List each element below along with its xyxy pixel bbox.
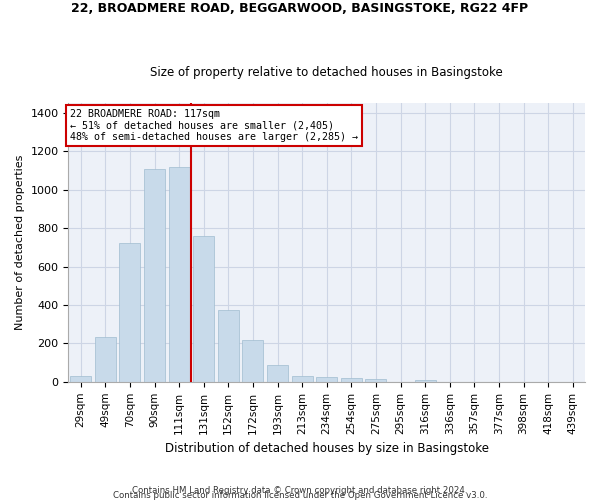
Y-axis label: Number of detached properties: Number of detached properties	[15, 155, 25, 330]
Bar	[242, 340, 263, 382]
Bar	[341, 378, 362, 382]
Bar	[415, 380, 436, 382]
Bar	[267, 364, 288, 382]
Bar	[365, 379, 386, 382]
Bar	[95, 336, 116, 382]
Bar	[193, 236, 214, 382]
Bar	[316, 377, 337, 382]
Bar	[119, 242, 140, 382]
Title: Size of property relative to detached houses in Basingstoke: Size of property relative to detached ho…	[151, 66, 503, 78]
Text: 22, BROADMERE ROAD, BEGGARWOOD, BASINGSTOKE, RG22 4FP: 22, BROADMERE ROAD, BEGGARWOOD, BASINGST…	[71, 2, 529, 16]
Text: Contains HM Land Registry data © Crown copyright and database right 2024.: Contains HM Land Registry data © Crown c…	[132, 486, 468, 495]
Bar	[169, 166, 190, 382]
Bar	[144, 168, 165, 382]
Text: 22 BROADMERE ROAD: 117sqm
← 51% of detached houses are smaller (2,405)
48% of se: 22 BROADMERE ROAD: 117sqm ← 51% of detac…	[70, 109, 358, 142]
Bar	[218, 310, 239, 382]
Bar	[292, 376, 313, 382]
Text: Contains public sector information licensed under the Open Government Licence v3: Contains public sector information licen…	[113, 491, 487, 500]
X-axis label: Distribution of detached houses by size in Basingstoke: Distribution of detached houses by size …	[165, 442, 489, 455]
Bar	[70, 376, 91, 382]
